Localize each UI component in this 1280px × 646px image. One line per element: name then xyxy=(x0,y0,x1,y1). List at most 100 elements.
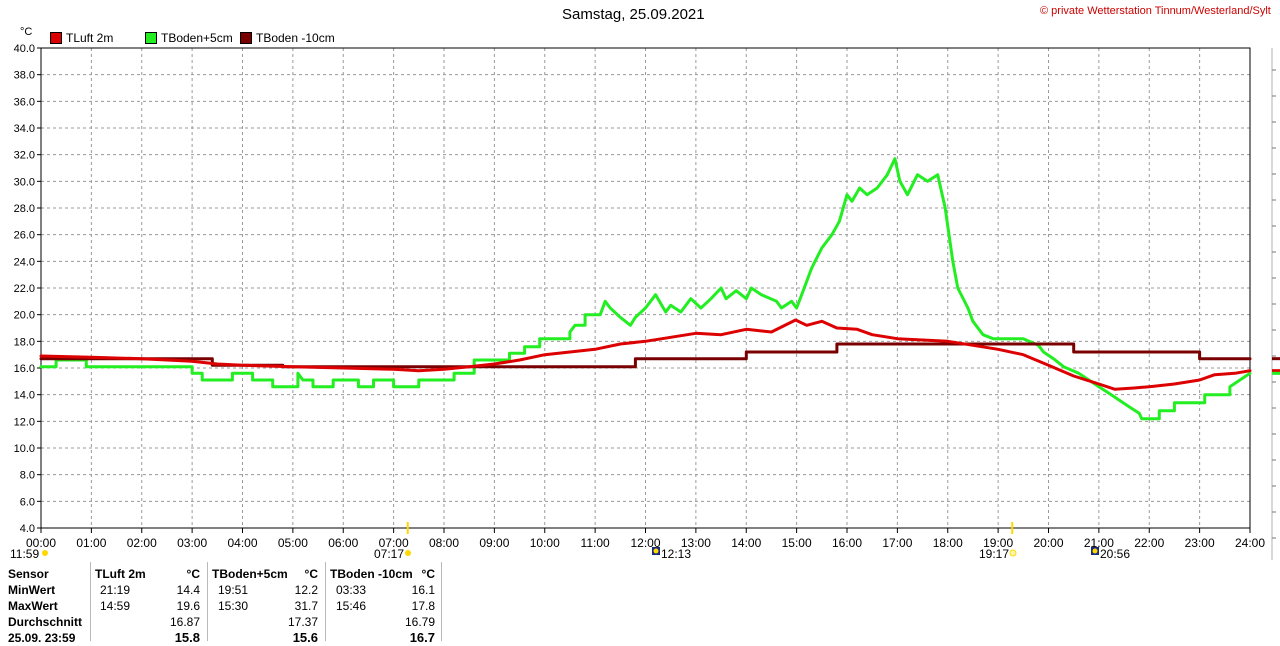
series-line-tluft-2m xyxy=(39,318,1252,391)
x-tick-label: 06:00 xyxy=(328,536,358,550)
stats-header-sensor: Sensor xyxy=(8,567,49,581)
legend-item-tboden10: TBoden -10cm xyxy=(240,31,335,45)
stats-value: 15.8 xyxy=(174,630,200,645)
stats-sensor-column: Sensor MinWert MaxWert Durchschnitt 25.0… xyxy=(8,566,82,646)
x-tick-label: 04:00 xyxy=(227,536,257,550)
stats-row-label: Durchschnitt xyxy=(8,615,83,629)
stats-value: 16.79 xyxy=(404,615,435,629)
marker-label-moon: 20:56 xyxy=(1100,547,1131,561)
legend-swatch-darkred xyxy=(240,32,252,44)
x-tick-label: 23:00 xyxy=(1185,536,1215,550)
x-tick-label: 09:00 xyxy=(479,536,509,550)
chart-axes: 4.0 6.0 8.0 10.0 12.0 14.0 16.0 18.0 20.0 22.0 24.… xyxy=(14,43,1276,560)
x-tick-label: 18:00 xyxy=(933,536,963,550)
stats-value: 14.4 xyxy=(176,583,200,597)
stats-row-label: MaxWert xyxy=(8,599,58,613)
stats-time: 15:46 xyxy=(336,599,367,613)
x-tick-label: 15:00 xyxy=(782,536,812,550)
x-tick-label: 21:00 xyxy=(1084,536,1114,550)
y-tick-label: 22.0 xyxy=(14,283,35,295)
stats-time: 03:33 xyxy=(336,583,367,597)
y-tick-label: 34.0 xyxy=(14,123,35,135)
series-line-tboden-5cm xyxy=(39,157,1252,421)
legend-swatch-red xyxy=(50,32,62,44)
sun-icon xyxy=(405,550,411,556)
stats-separator xyxy=(207,562,208,641)
sun-icon xyxy=(1009,549,1017,557)
x-tick-label: 00:00 xyxy=(26,536,56,550)
legend-label: TBoden+5cm xyxy=(161,31,233,45)
stats-value: 17.37 xyxy=(287,615,318,629)
stats-value: 16.7 xyxy=(409,630,435,645)
stats-separator xyxy=(441,562,442,641)
x-tick-label: 12:00 xyxy=(630,536,660,550)
moon-icon xyxy=(653,548,659,554)
stats-unit: °C xyxy=(421,567,435,581)
x-tick-label: 20:00 xyxy=(1033,536,1063,550)
x-tick-label: 13:00 xyxy=(681,536,711,550)
stats-value: 12.2 xyxy=(294,583,318,597)
y-axis-unit: °C xyxy=(20,26,33,38)
x-tick-label: 03:00 xyxy=(177,536,207,550)
marker-label-sunset: 19:17 xyxy=(979,547,1010,561)
stats-header-tboden10: TBoden -10cm xyxy=(330,567,413,581)
right-scale xyxy=(1271,48,1276,560)
chart-title: Samstag, 25.09.2021 xyxy=(562,6,705,23)
stats-time: 14:59 xyxy=(100,599,131,613)
x-tick-label: 08:00 xyxy=(429,536,459,550)
stats-separator xyxy=(325,562,326,641)
y-tick-label: 6.0 xyxy=(20,496,35,508)
x-tick-label: 24:00 xyxy=(1235,536,1265,550)
x-tick-label: 10:00 xyxy=(530,536,560,550)
y-tick-label: 38.0 xyxy=(14,70,35,82)
legend-label: TLuft 2m xyxy=(66,31,114,45)
stats-unit: °C xyxy=(186,567,200,581)
y-tick-label: 26.0 xyxy=(14,230,35,242)
stats-tboden5-column: TBoden+5cm °C 19:51 12.2 15:30 31.7 17.37 1… xyxy=(212,566,318,646)
stats-value: 31.7 xyxy=(294,599,318,613)
stats-value: 16.1 xyxy=(411,583,435,597)
stats-tboden10-column: TBoden -10cm °C 03:33 16.1 15:46 17.8 16.79… xyxy=(330,566,435,646)
y-tick-label: 30.0 xyxy=(14,176,35,188)
stats-value: 16.87 xyxy=(169,615,200,629)
marker-label-sunrise: 07:17 xyxy=(374,547,405,561)
y-tick-label: 40.0 xyxy=(14,43,35,55)
y-tick-label: 28.0 xyxy=(14,203,35,215)
y-tick-label: 14.0 xyxy=(14,390,35,402)
x-tick-label: 07:00 xyxy=(379,536,409,550)
copyright-text: © private Wetterstation Tinnum/Westerlan… xyxy=(1040,5,1271,17)
x-tick-label: 16:00 xyxy=(832,536,862,550)
sun-moon-markers xyxy=(42,522,1099,557)
legend-swatch-green xyxy=(145,32,157,44)
y-tick-label: 4.0 xyxy=(20,523,35,535)
x-tick-label: 14:00 xyxy=(731,536,761,550)
x-tick-label: 22:00 xyxy=(1134,536,1164,550)
series-layer xyxy=(39,157,1280,421)
stats-tluft-column: TLuft 2m °C 21:19 14.4 14:59 19.6 16.87 15.… xyxy=(95,566,200,646)
stats-value: 15.6 xyxy=(292,630,318,645)
y-tick-label: 16.0 xyxy=(14,363,35,375)
x-tick-label: 17:00 xyxy=(882,536,912,550)
marker-label-moon-noon: 12:13 xyxy=(661,547,692,561)
stats-time: 15:30 xyxy=(218,599,249,613)
sun-icon xyxy=(42,550,48,556)
stats-header-tboden5: TBoden+5cm xyxy=(212,567,288,581)
stats-time: 21:19 xyxy=(100,583,131,597)
stats-time: 19:51 xyxy=(218,583,249,597)
y-tick-label: 32.0 xyxy=(14,150,35,162)
stats-separator xyxy=(90,562,91,641)
stats-value: 17.8 xyxy=(411,599,435,613)
x-tick-label: 01:00 xyxy=(76,536,106,550)
y-tick-label: 12.0 xyxy=(14,416,35,428)
moon-icon xyxy=(1092,548,1098,554)
stats-row-label: 25.09. 23:59 xyxy=(8,631,76,645)
legend-item-tboden5: TBoden+5cm xyxy=(145,31,233,45)
y-tick-label: 8.0 xyxy=(20,470,35,482)
stats-value: 19.6 xyxy=(176,599,200,613)
stats-header-tluft: TLuft 2m xyxy=(95,567,146,581)
stats-unit: °C xyxy=(304,567,318,581)
legend-item-tluft: TLuft 2m xyxy=(50,31,113,45)
x-tick-label: 19:00 xyxy=(983,536,1013,550)
x-tick-label: 05:00 xyxy=(278,536,308,550)
